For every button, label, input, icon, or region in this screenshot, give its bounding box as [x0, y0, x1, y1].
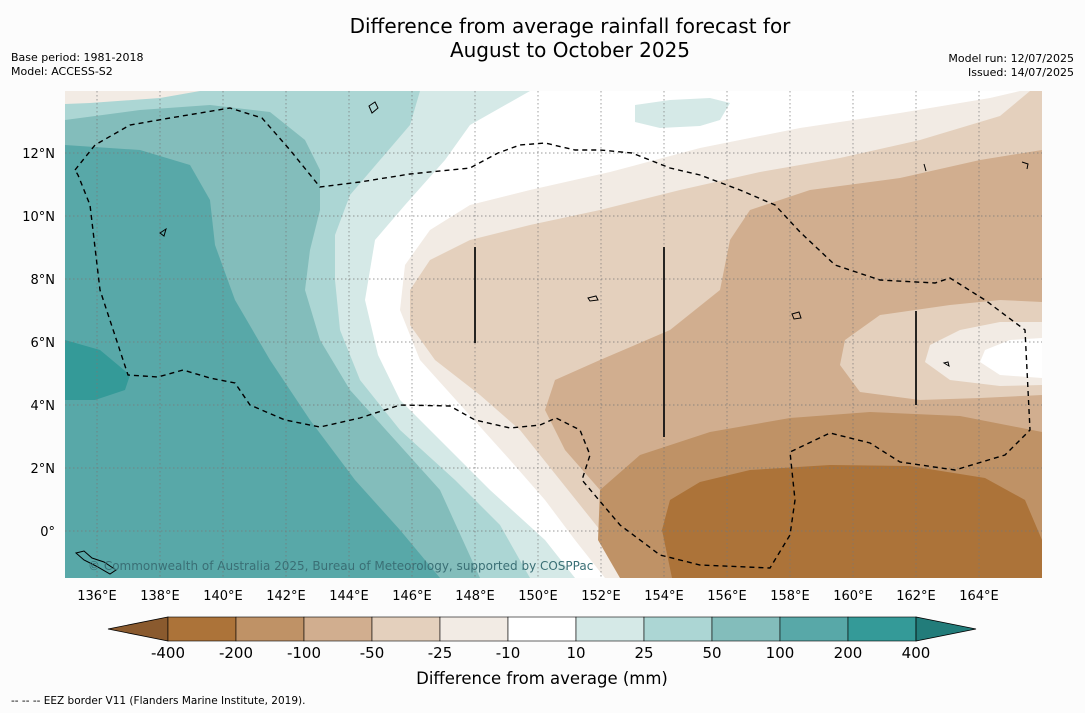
colorbar-swatch [575, 616, 645, 642]
model-name: Model: ACCESS-S2 [11, 65, 113, 78]
x-tick-label: 144°E [329, 589, 369, 604]
fill-wet-200-400 [65, 340, 130, 400]
graticule [65, 91, 1042, 578]
copyright-notice: © Commonwealth of Australia 2025, Bureau… [88, 559, 593, 573]
colorbar: -400 -200 -100 -50 -25 -10 10 25 50 100 200 400 [107, 616, 977, 662]
island-outline [368, 101, 379, 114]
y-tick-label: 6°N [31, 336, 56, 351]
island-outline [159, 227, 167, 237]
x-tick-label: 152°E [581, 589, 621, 604]
island-outline [587, 295, 599, 302]
model-run-date: Model run: 12/07/2025 [948, 52, 1074, 65]
colorbar-label: 400 [902, 644, 931, 662]
issued-date: Issued: 14/07/2025 [967, 66, 1074, 79]
island-outline [923, 163, 927, 172]
x-tick-label: 148°E [455, 589, 495, 604]
x-axis-ticks: 136°E 138°E 140°E 142°E 144°E 146°E 148°E 150°E… [77, 589, 999, 604]
islands [74, 101, 1029, 575]
y-tick-label: 12°N [22, 147, 55, 162]
island-outline [74, 550, 117, 575]
x-tick-label: 138°E [140, 589, 180, 604]
island-outline [791, 311, 802, 320]
colorbar-label: -10 [496, 644, 521, 662]
x-tick-label: 150°E [518, 589, 558, 604]
island-outline [942, 361, 950, 368]
colorbar-swatch [779, 616, 849, 642]
colorbar-swatch [235, 616, 305, 642]
colorbar-label: -400 [151, 644, 185, 662]
y-tick-label: 8°N [31, 273, 56, 288]
colorbar-swatch [167, 616, 237, 642]
y-tick-label: 10°N [22, 210, 55, 225]
colorbar-swatch [371, 616, 441, 642]
base-period: Base period: 1981-2018 [11, 51, 144, 64]
colorbar-title: Difference from average (mm) [416, 669, 668, 688]
colorbar-swatch [507, 616, 577, 642]
x-tick-label: 140°E [203, 589, 243, 604]
colorbar-label: 50 [702, 644, 721, 662]
colorbar-swatch [303, 616, 373, 642]
colorbar-label: 10 [566, 644, 585, 662]
x-tick-label: 154°E [644, 589, 684, 604]
fill-dry-top-left [65, 91, 200, 104]
x-tick-label: 146°E [392, 589, 432, 604]
colorbar-swatch [711, 616, 781, 642]
fill-dry-200-400 [662, 465, 1042, 578]
colorbar-swatch [643, 616, 713, 642]
model-info: Base period: 1981-2018 Model: ACCESS-S2 [11, 51, 143, 79]
x-tick-label: 142°E [266, 589, 306, 604]
y-axis-ticks: 12°N 10°N 8°N 6°N 4°N 2°N 0° [22, 147, 55, 540]
eez-border [74, 107, 1031, 569]
marker-bars [474, 247, 917, 437]
colorbar-swatch [847, 616, 917, 642]
y-tick-label: 4°N [31, 399, 56, 414]
fill-wet-islet [635, 98, 730, 128]
map-title: Difference from average rainfall forecas… [349, 14, 791, 62]
colorbar-extend-high [915, 616, 977, 642]
x-tick-label: 136°E [77, 589, 117, 604]
colorbar-label: -50 [360, 644, 385, 662]
colorbar-label: -200 [219, 644, 253, 662]
y-tick-label: 0° [40, 525, 55, 540]
colorbar-label: -100 [287, 644, 321, 662]
run-info: Model run: 12/07/2025 Issued: 14/07/2025 [948, 52, 1074, 80]
colorbar-label: 200 [834, 644, 863, 662]
colorbar-label: -25 [428, 644, 453, 662]
eez-footnote: -- -- -- EEZ border V11 (Flanders Marine… [11, 695, 306, 707]
colorbar-label: 100 [766, 644, 795, 662]
x-tick-label: 158°E [770, 589, 810, 604]
colorbar-swatch [439, 616, 509, 642]
fill-wet-100-200 [65, 145, 440, 578]
colorbar-label: 25 [634, 644, 653, 662]
y-tick-label: 2°N [31, 462, 56, 477]
island-outline [1021, 161, 1029, 170]
x-tick-label: 156°E [707, 589, 747, 604]
colorbar-extend-low [107, 616, 169, 642]
contour-fills [65, 91, 1042, 578]
x-tick-label: 160°E [833, 589, 873, 604]
x-tick-label: 162°E [896, 589, 936, 604]
x-tick-label: 164°E [959, 589, 999, 604]
